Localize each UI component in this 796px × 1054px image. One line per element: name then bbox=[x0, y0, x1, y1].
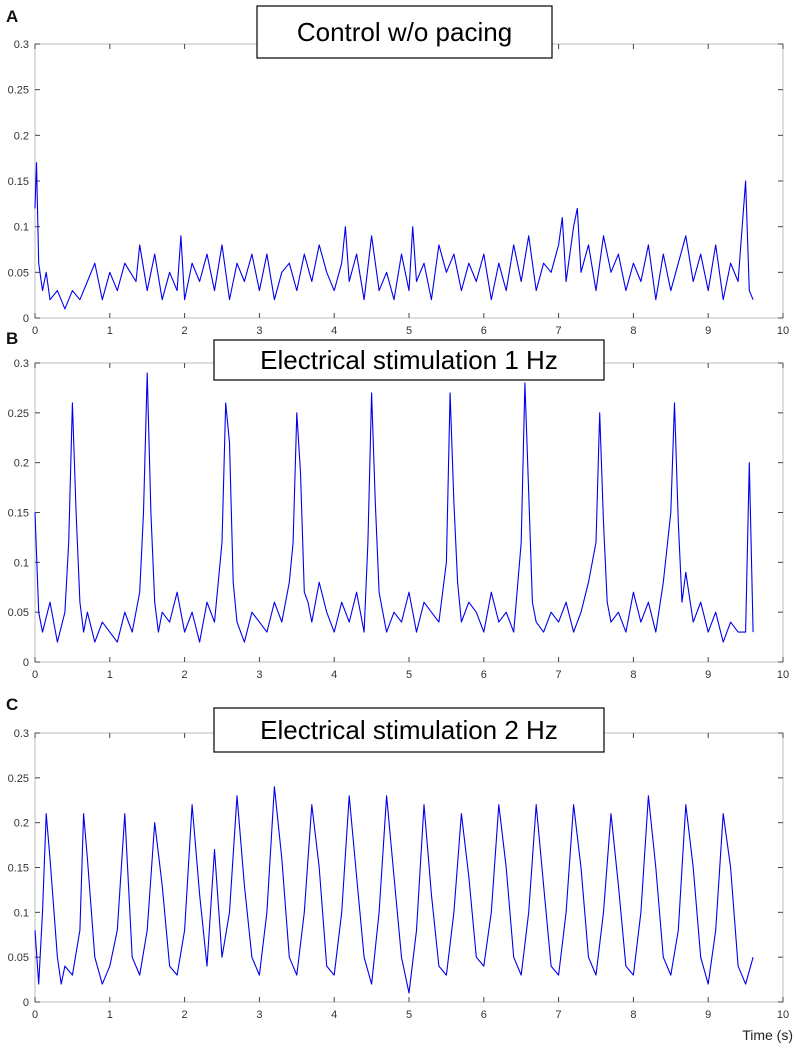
y-tick-label: 0.2 bbox=[14, 458, 29, 470]
x-tick-label: 4 bbox=[331, 1009, 337, 1021]
y-tick-label: 0.05 bbox=[8, 952, 29, 964]
chart-panel-b: B 0 0.05 0.1 0.15 0.2 0.25 0.3 0 1 2 3 4 5 6 7 8 9 10 Elect… bbox=[6, 329, 789, 681]
series-line bbox=[34, 786, 754, 994]
panel-letter: C bbox=[6, 695, 18, 714]
x-tick-label: 0 bbox=[32, 669, 38, 681]
y-tick-label: 0 bbox=[23, 657, 29, 669]
x-tick-label: 2 bbox=[182, 325, 188, 337]
panel-title: Electrical stimulation 2 Hz bbox=[260, 715, 558, 745]
x-tick-label: 4 bbox=[331, 325, 337, 337]
panel-letter: A bbox=[6, 7, 18, 26]
x-tick-label: 4 bbox=[331, 669, 337, 681]
x-tick-label: 1 bbox=[107, 325, 113, 337]
x-tick-label: 9 bbox=[705, 1009, 711, 1021]
chart-panel-c: C 0 0.05 0.1 0.15 0.2 0.25 0.3 0 1 2 3 4 5 6 7 8 9 10 Elect… bbox=[6, 695, 793, 1043]
y-tick-label: 0.15 bbox=[8, 176, 29, 188]
y-tick-label: 0.25 bbox=[8, 408, 29, 420]
panel-title: Electrical stimulation 1 Hz bbox=[260, 345, 558, 375]
x-tick-label: 10 bbox=[777, 325, 789, 337]
x-tick-label: 5 bbox=[406, 1009, 412, 1021]
y-tick-label: 0.3 bbox=[14, 39, 29, 51]
x-tick-label: 9 bbox=[705, 325, 711, 337]
y-tick-label: 0.25 bbox=[8, 773, 29, 785]
y-tick-label: 0.2 bbox=[14, 818, 29, 830]
x-tick-label: 7 bbox=[556, 1009, 562, 1021]
x-tick-label: 8 bbox=[630, 325, 636, 337]
y-tick-label: 0.1 bbox=[14, 907, 29, 919]
series-line bbox=[34, 372, 754, 643]
x-tick-label: 2 bbox=[182, 669, 188, 681]
x-tick-label: 8 bbox=[630, 669, 636, 681]
y-tick-label: 0 bbox=[23, 997, 29, 1009]
y-tick-label: 0.3 bbox=[14, 728, 29, 740]
x-tick-label: 6 bbox=[481, 669, 487, 681]
y-tick-label: 0.1 bbox=[14, 222, 29, 234]
y-tick-label: 0.05 bbox=[8, 267, 29, 279]
y-tick-label: 0.25 bbox=[8, 85, 29, 97]
x-tick-label: 2 bbox=[182, 1009, 188, 1021]
x-tick-label: 5 bbox=[406, 669, 412, 681]
x-tick-label: 10 bbox=[777, 1009, 789, 1021]
y-tick-label: 0.1 bbox=[14, 557, 29, 569]
y-tick-label: 0.3 bbox=[14, 358, 29, 370]
x-tick-label: 8 bbox=[630, 1009, 636, 1021]
x-tick-label: 1 bbox=[107, 1009, 113, 1021]
x-tick-label: 10 bbox=[777, 669, 789, 681]
x-tick-label: 3 bbox=[256, 325, 262, 337]
plot-frame bbox=[34, 43, 784, 319]
x-tick-label: 9 bbox=[705, 669, 711, 681]
panel-title: Control w/o pacing bbox=[297, 17, 512, 47]
x-tick-label: 3 bbox=[256, 669, 262, 681]
plot-frame bbox=[34, 732, 784, 1003]
title-box bbox=[256, 5, 553, 59]
y-tick-label: 0.15 bbox=[8, 863, 29, 875]
x-tick-label: 0 bbox=[32, 325, 38, 337]
x-tick-label: 6 bbox=[481, 325, 487, 337]
x-tick-label: 6 bbox=[481, 1009, 487, 1021]
x-tick-label: 7 bbox=[556, 325, 562, 337]
panel-letter: B bbox=[6, 329, 18, 348]
x-tick-label: 3 bbox=[256, 1009, 262, 1021]
y-tick-label: 0.15 bbox=[8, 508, 29, 520]
chart-panel-a: A 0 0.05 0.1 0.15 0.2 0.25 0.3 0 1 2 3 4 5 6 7 8 9 10 Contr… bbox=[6, 5, 789, 337]
title-box bbox=[213, 339, 605, 381]
y-tick-label: 0.05 bbox=[8, 607, 29, 619]
series-line bbox=[34, 162, 754, 310]
x-axis-label: Time (s) bbox=[742, 1027, 793, 1043]
x-tick-label: 5 bbox=[406, 325, 412, 337]
x-tick-label: 0 bbox=[32, 1009, 38, 1021]
x-tick-label: 7 bbox=[556, 669, 562, 681]
y-tick-label: 0.2 bbox=[14, 130, 29, 142]
y-tick-label: 0 bbox=[23, 313, 29, 325]
x-tick-label: 1 bbox=[107, 669, 113, 681]
title-box bbox=[213, 707, 605, 753]
